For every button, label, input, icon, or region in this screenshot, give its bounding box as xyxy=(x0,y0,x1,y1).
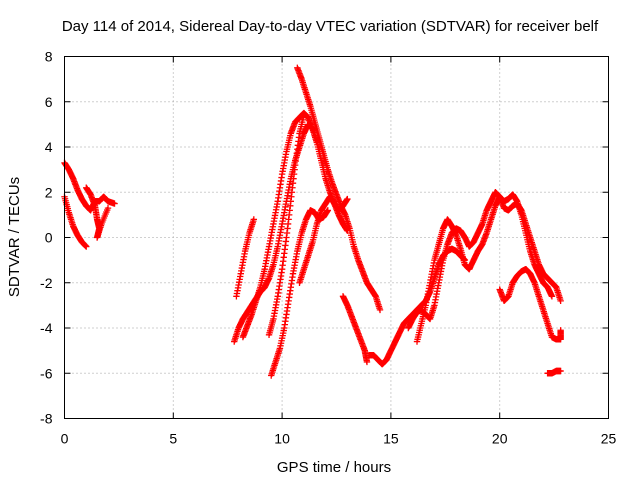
data-point-marker xyxy=(548,293,556,300)
y-tick-label: -2 xyxy=(40,275,53,291)
y-tick-label: 6 xyxy=(45,94,53,110)
x-tick-label: 25 xyxy=(601,431,617,447)
data-point-marker xyxy=(104,204,112,212)
series-arc-16 xyxy=(544,367,564,377)
y-tick-label: -6 xyxy=(40,365,53,381)
series-arc-15 xyxy=(496,265,564,343)
data-point-marker xyxy=(111,200,118,207)
series-arc-1 xyxy=(61,159,118,214)
data-point-marker xyxy=(300,112,308,119)
y-tick-label: -4 xyxy=(40,320,53,336)
y-tick-label: -8 xyxy=(40,411,53,427)
data-points xyxy=(61,64,564,379)
data-point-marker xyxy=(557,297,564,305)
series-arc-11 xyxy=(339,293,371,366)
x-tick-label: 20 xyxy=(492,431,508,447)
data-point-marker xyxy=(324,207,331,214)
x-tick-label: 0 xyxy=(61,431,69,447)
y-axis-label: SDTVAR / TECUs xyxy=(6,177,23,297)
x-tick-label: 15 xyxy=(383,431,399,447)
series-arc-7 xyxy=(265,112,308,338)
data-point-marker xyxy=(250,216,258,223)
series-arc-3 xyxy=(83,184,112,241)
x-tick-label: 5 xyxy=(169,431,177,447)
data-point-marker xyxy=(557,327,564,334)
x-axis-label: GPS time / hours xyxy=(277,459,391,476)
series-arc-10 xyxy=(268,207,331,379)
y-tick-label: 0 xyxy=(45,230,53,246)
data-point-marker xyxy=(363,358,371,366)
series-arc-4 xyxy=(233,216,258,300)
y-tick-label: 2 xyxy=(45,184,53,200)
series-arc-13 xyxy=(405,189,564,332)
series-arc-2 xyxy=(61,193,90,250)
x-tick-label: 10 xyxy=(274,431,290,447)
data-point-marker xyxy=(83,243,90,250)
series-arc-9 xyxy=(294,64,384,314)
chart-title: Day 114 of 2014, Sidereal Day-to-day VTE… xyxy=(62,18,599,35)
data-point-marker xyxy=(376,306,384,314)
y-tick-label: 8 xyxy=(45,49,53,65)
data-point-marker xyxy=(557,367,564,375)
data-point-marker xyxy=(344,195,351,203)
y-tick-label: 4 xyxy=(45,139,53,155)
axis-ticks: 0 5 10 15 20 25 -8 -6 -4 -2 0 2 4 6 8 xyxy=(40,49,616,447)
series-arc-14 xyxy=(413,191,556,345)
